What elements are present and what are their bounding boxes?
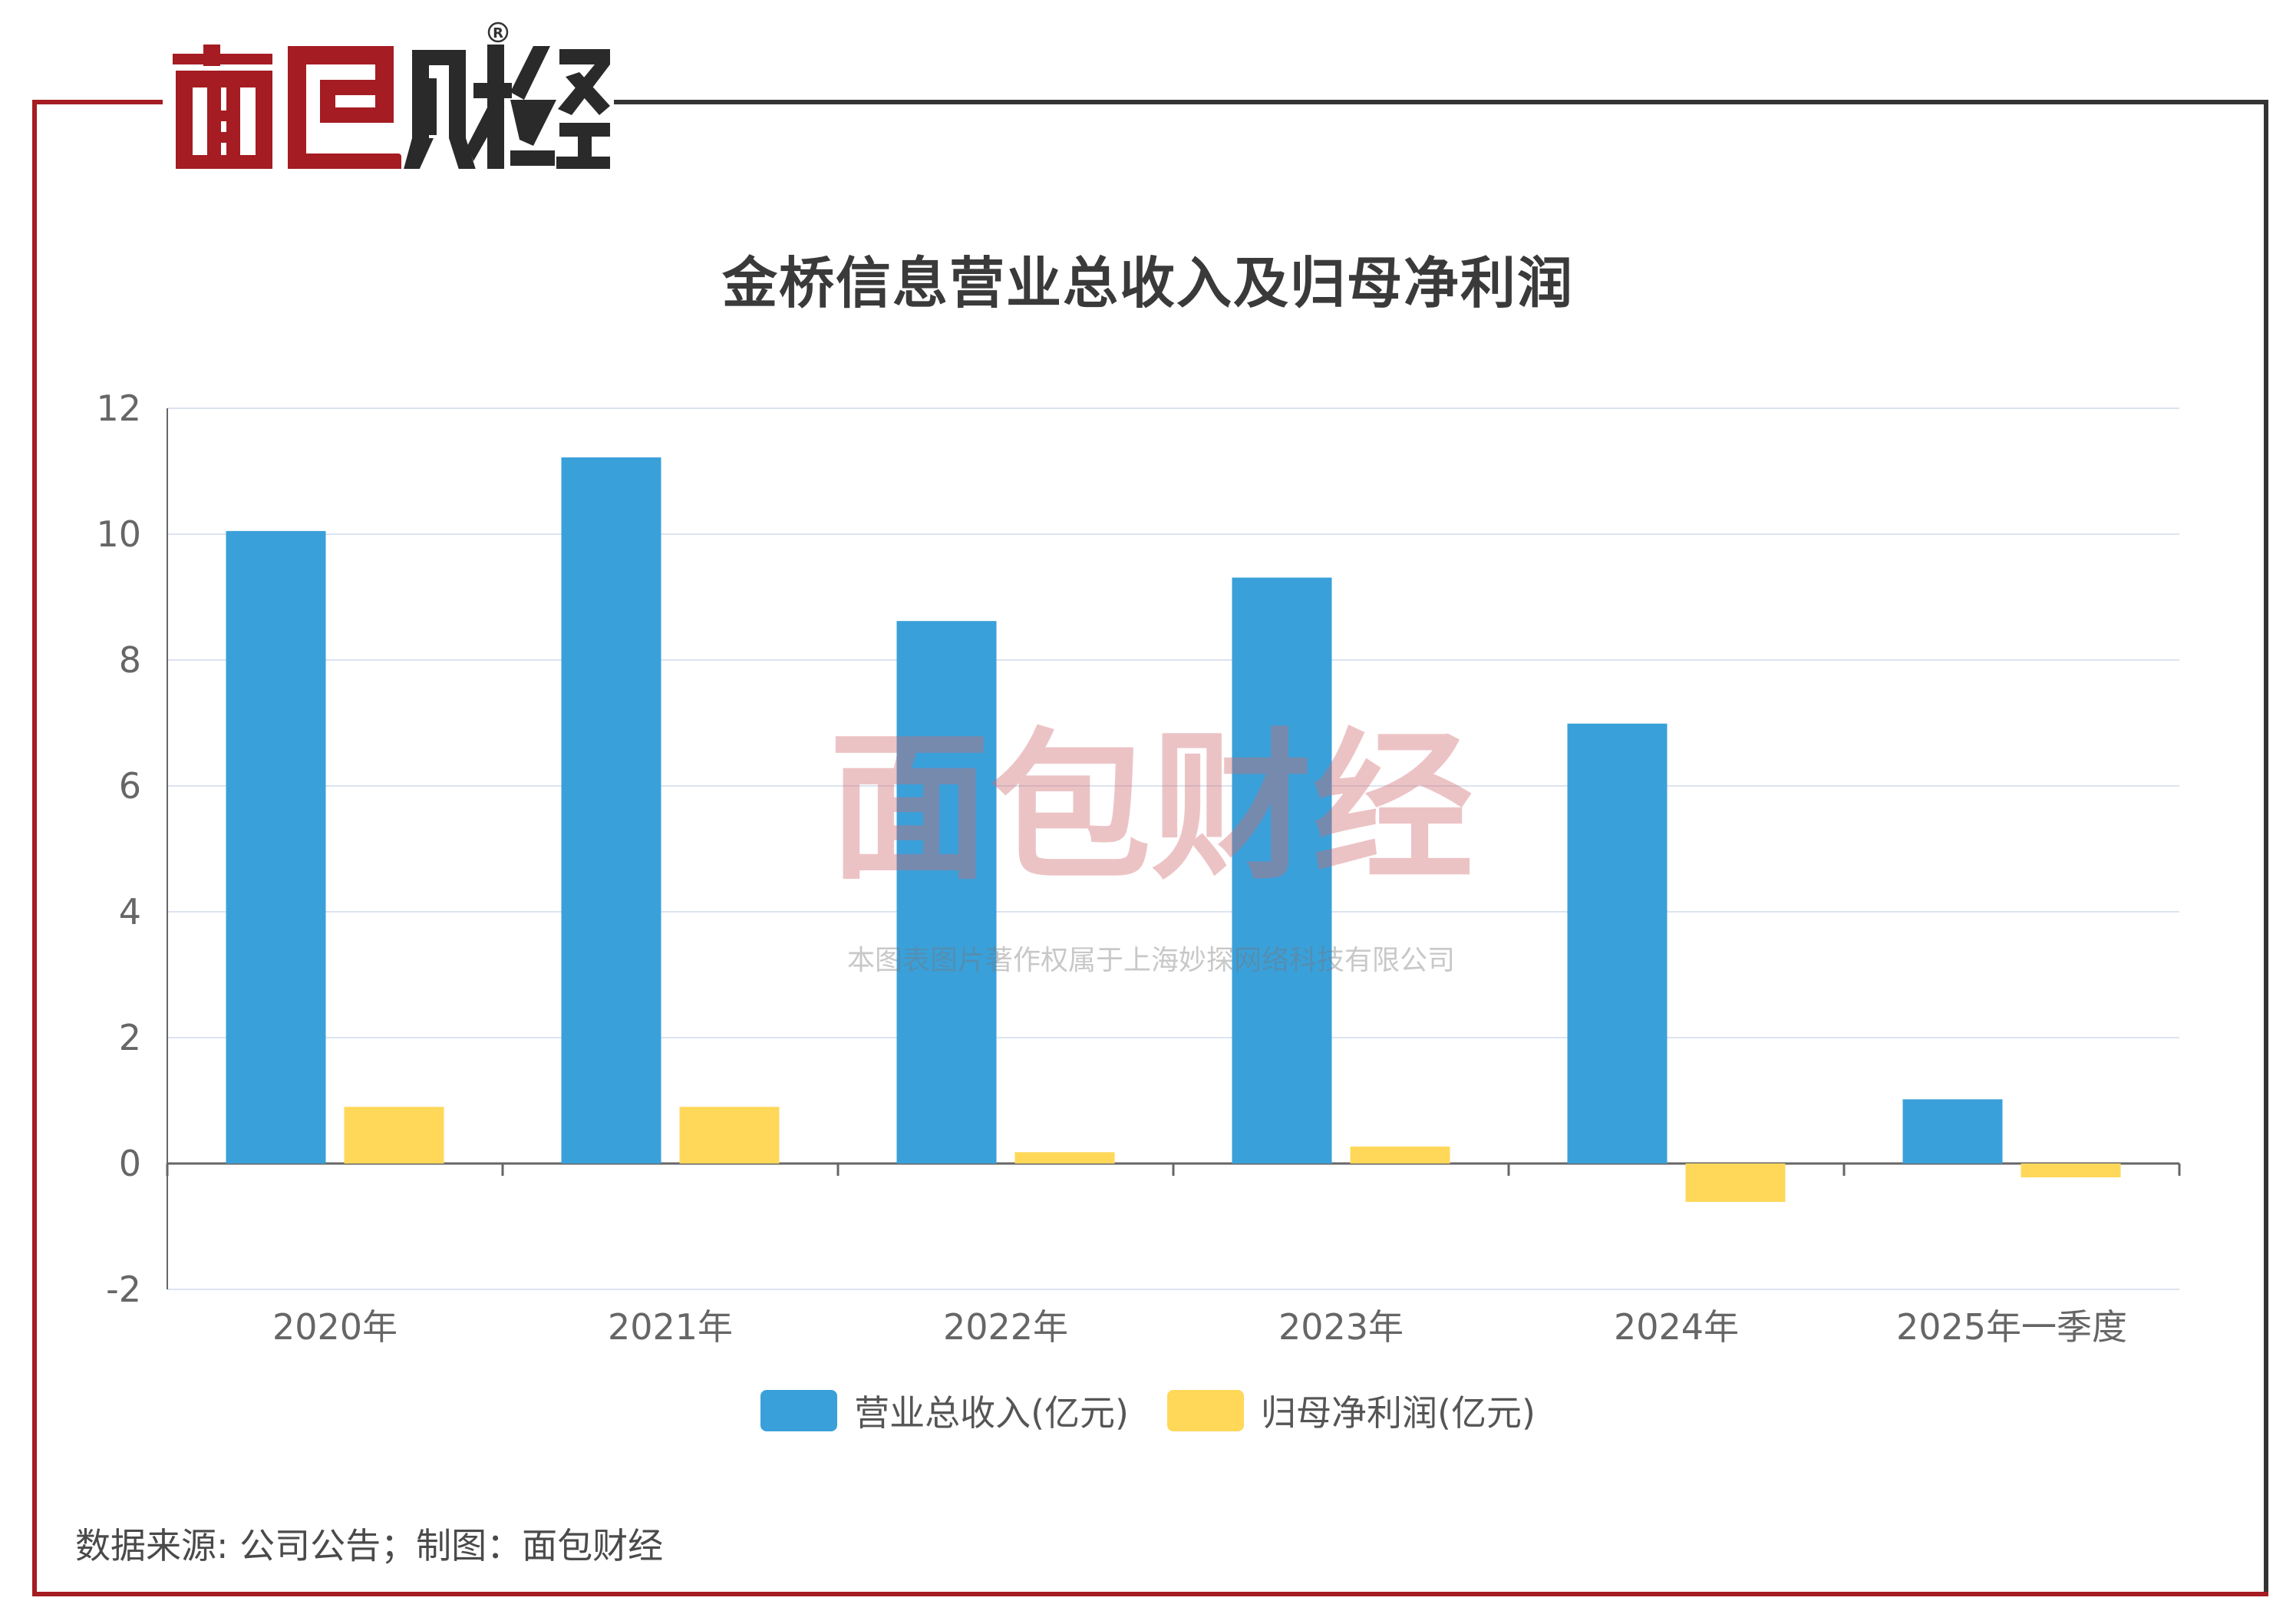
- frame-top-border-red: [32, 100, 163, 104]
- bar-revenue: [1567, 723, 1668, 1164]
- bar-revenue: [1902, 1099, 2003, 1164]
- source-note: 数据来源: 公司公告；制图：面包财经: [75, 1525, 664, 1566]
- legend-label-net-profit: 归母净利润(亿元): [1261, 1392, 1536, 1434]
- y-tick-label: 4: [119, 891, 141, 932]
- frame-bottom-border: [32, 1592, 2268, 1596]
- bar-net-profit: [1014, 1152, 1115, 1164]
- bar-net-profit: [679, 1107, 780, 1164]
- legend-swatch-revenue: [760, 1390, 838, 1431]
- legend-swatch-net-profit: [1167, 1390, 1244, 1431]
- y-tick-label: -2: [106, 1269, 141, 1310]
- bar-marks: [226, 457, 2121, 1203]
- chart-legend: 营业总收入(亿元) 归母净利润(亿元): [0, 1385, 2296, 1436]
- bar-revenue: [226, 530, 326, 1164]
- x-tick-label: 2022年: [943, 1306, 1068, 1348]
- watermark-logo: 面包财经: [829, 714, 1473, 902]
- bar-revenue: [1232, 577, 1332, 1164]
- x-tick-label: 2021年: [608, 1306, 733, 1348]
- y-tick-label: 0: [119, 1143, 141, 1184]
- watermark-caption: 本图表图片著作权属于上海妙探网络科技有限公司: [847, 945, 1455, 976]
- x-tick-label: 2025年一季度: [1896, 1306, 2127, 1348]
- bar-net-profit: [1350, 1146, 1450, 1164]
- tick-labels: -2 0 2 4 6 8 10 12 2020年 2021年 2022年 2023年 2024年 2025…: [96, 388, 2127, 1348]
- axes: [166, 408, 2181, 1289]
- frame-top-border-dark: [614, 100, 2268, 104]
- svg-text:R: R: [493, 25, 503, 41]
- legend-item-revenue[interactable]: 营业总收入(亿元): [760, 1385, 1129, 1436]
- y-tick-label: 6: [119, 765, 141, 807]
- frame-right-border: [2264, 100, 2268, 1596]
- bar-net-profit: [1685, 1164, 1786, 1203]
- legend-label-revenue: 营业总收入(亿元): [854, 1392, 1129, 1434]
- y-tick-label: 8: [119, 639, 141, 681]
- grid-lines: [167, 408, 2179, 1290]
- bar-revenue: [896, 621, 997, 1164]
- y-tick-label: 2: [119, 1017, 141, 1058]
- watermark: 面包财经 本图表图片著作权属于上海妙探网络科技有限公司: [829, 714, 1473, 976]
- x-tick-label: 2023年: [1278, 1306, 1404, 1348]
- y-tick-label: 10: [96, 513, 141, 555]
- chart-title: 金桥信息营业总收入及归母净利润: [721, 251, 1574, 315]
- x-tick-label: 2020年: [272, 1306, 398, 1348]
- legend-item-net-profit[interactable]: 归母净利润(亿元): [1167, 1385, 1536, 1436]
- bar-revenue: [561, 457, 661, 1164]
- frame-left-border: [32, 100, 37, 1596]
- y-tick-label: 12: [96, 388, 141, 429]
- bar-net-profit: [344, 1107, 444, 1164]
- bar-net-profit: [2021, 1164, 2121, 1178]
- x-tick-label: 2024年: [1614, 1306, 1739, 1348]
- brand-logo: R: [173, 21, 610, 169]
